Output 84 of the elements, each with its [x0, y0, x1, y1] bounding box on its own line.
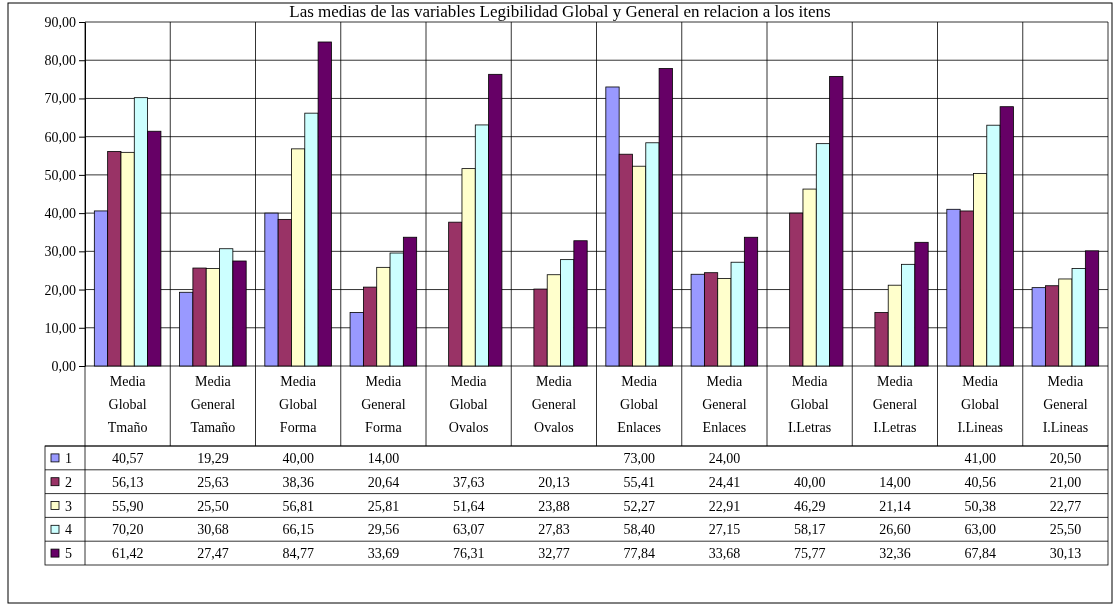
- y-tick-label: 80,00: [44, 53, 76, 69]
- y-tick-label: 40,00: [44, 206, 76, 222]
- data-label: 67,84: [964, 546, 996, 562]
- data-label: 52,27: [623, 498, 655, 514]
- data-label: 58,40: [623, 522, 655, 538]
- data-label: 38,36: [282, 474, 314, 490]
- legend-label: 2: [65, 474, 72, 490]
- y-tick-label: 90,00: [44, 14, 76, 30]
- data-label: 33,69: [367, 546, 400, 562]
- y-tick-label: 70,00: [44, 91, 76, 107]
- data-label: 19,29: [197, 450, 229, 466]
- data-label: 37,63: [452, 474, 485, 490]
- data-label: 63,07: [452, 522, 485, 538]
- data-label: 73,00: [623, 450, 655, 466]
- data-label: 25,50: [1049, 522, 1082, 538]
- x-tick-label: Media General Forma: [361, 374, 406, 435]
- data-label: 61,42: [111, 546, 144, 562]
- data-label: 21,00: [1049, 474, 1082, 490]
- x-tick-label: Media Global I.Letras: [788, 374, 832, 435]
- data-label: 58,17: [793, 522, 826, 538]
- data-label: 32,77: [538, 546, 570, 562]
- legend-label: 5: [65, 546, 72, 562]
- x-tick-label: Media General I.Letras: [872, 374, 918, 435]
- data-label: 77,84: [623, 546, 655, 562]
- legend-label: 3: [65, 498, 72, 514]
- data-label: 75,77: [793, 546, 826, 562]
- data-label: 24,00: [708, 450, 741, 466]
- data-label: 20,64: [367, 474, 400, 490]
- data-label: 40,00: [793, 474, 826, 490]
- data-label: 24,41: [708, 474, 741, 490]
- data-label: 40,57: [111, 450, 144, 466]
- data-label: 56,13: [111, 474, 144, 490]
- x-tick-label: Media General Enlaces: [702, 374, 747, 435]
- data-label: 30,68: [197, 522, 229, 538]
- data-label: 25,63: [197, 474, 229, 490]
- data-label: 30,13: [1049, 546, 1082, 562]
- x-tick-label: Media Global Ovalos: [448, 374, 489, 435]
- data-label: 55,41: [623, 474, 655, 490]
- legend-label: 1: [65, 450, 72, 466]
- data-label: 66,15: [282, 522, 314, 538]
- data-label: 29,56: [367, 522, 400, 538]
- data-label: 22,77: [1049, 498, 1082, 514]
- y-tick-label: 0,00: [51, 358, 76, 374]
- x-tick-label: Media Global Enlaces: [617, 374, 661, 435]
- data-label: 14,00: [367, 450, 400, 466]
- data-label: 22,91: [708, 498, 741, 514]
- x-tick-label: Media Global Forma: [279, 374, 318, 435]
- data-label: 76,31: [452, 546, 485, 562]
- data-label: 41,00: [964, 450, 996, 466]
- data-label: 40,56: [964, 474, 996, 490]
- data-label: 51,64: [452, 498, 485, 514]
- data-label: 27,47: [197, 546, 229, 562]
- data-label: 84,77: [282, 546, 314, 562]
- data-label: 23,88: [538, 498, 570, 514]
- data-label: 50,38: [964, 498, 996, 514]
- y-tick-label: 50,00: [44, 167, 76, 183]
- x-tick-label: Media General Ovalos: [531, 374, 577, 435]
- data-label: 32,36: [879, 546, 911, 562]
- y-tick-label: 60,00: [44, 129, 76, 145]
- x-tick-label: Media Global Tmaño: [107, 374, 148, 435]
- data-label: 26,60: [879, 522, 911, 538]
- data-label: 25,50: [197, 498, 229, 514]
- chart-title: Las medias de las variables Legibilidad Global y General en relacion a los itens: [289, 2, 831, 21]
- data-label: 55,90: [111, 498, 144, 514]
- data-label: 46,29: [793, 498, 826, 514]
- data-label: 25,81: [367, 498, 400, 514]
- legend-label: 4: [65, 522, 72, 538]
- data-label: 70,20: [111, 522, 144, 538]
- x-tick-label: Media General I.Lineas: [1042, 374, 1089, 435]
- data-label: 27,83: [538, 522, 570, 538]
- data-label: 40,00: [282, 450, 314, 466]
- x-tick-label: Media General Tamaño: [190, 374, 236, 435]
- data-label: 27,15: [708, 522, 741, 538]
- y-tick-label: 10,00: [44, 320, 76, 336]
- y-tick-label: 30,00: [44, 244, 76, 260]
- data-label: 63,00: [964, 522, 996, 538]
- x-tick-label: Media Global I.Lineas: [957, 374, 1003, 435]
- data-label: 56,81: [282, 498, 314, 514]
- data-label: 21,14: [879, 498, 911, 514]
- data-label: 20,13: [538, 474, 570, 490]
- data-label: 14,00: [879, 474, 911, 490]
- y-tick-label: 20,00: [44, 282, 76, 298]
- data-label: 20,50: [1049, 450, 1082, 466]
- data-label: 33,68: [708, 546, 741, 562]
